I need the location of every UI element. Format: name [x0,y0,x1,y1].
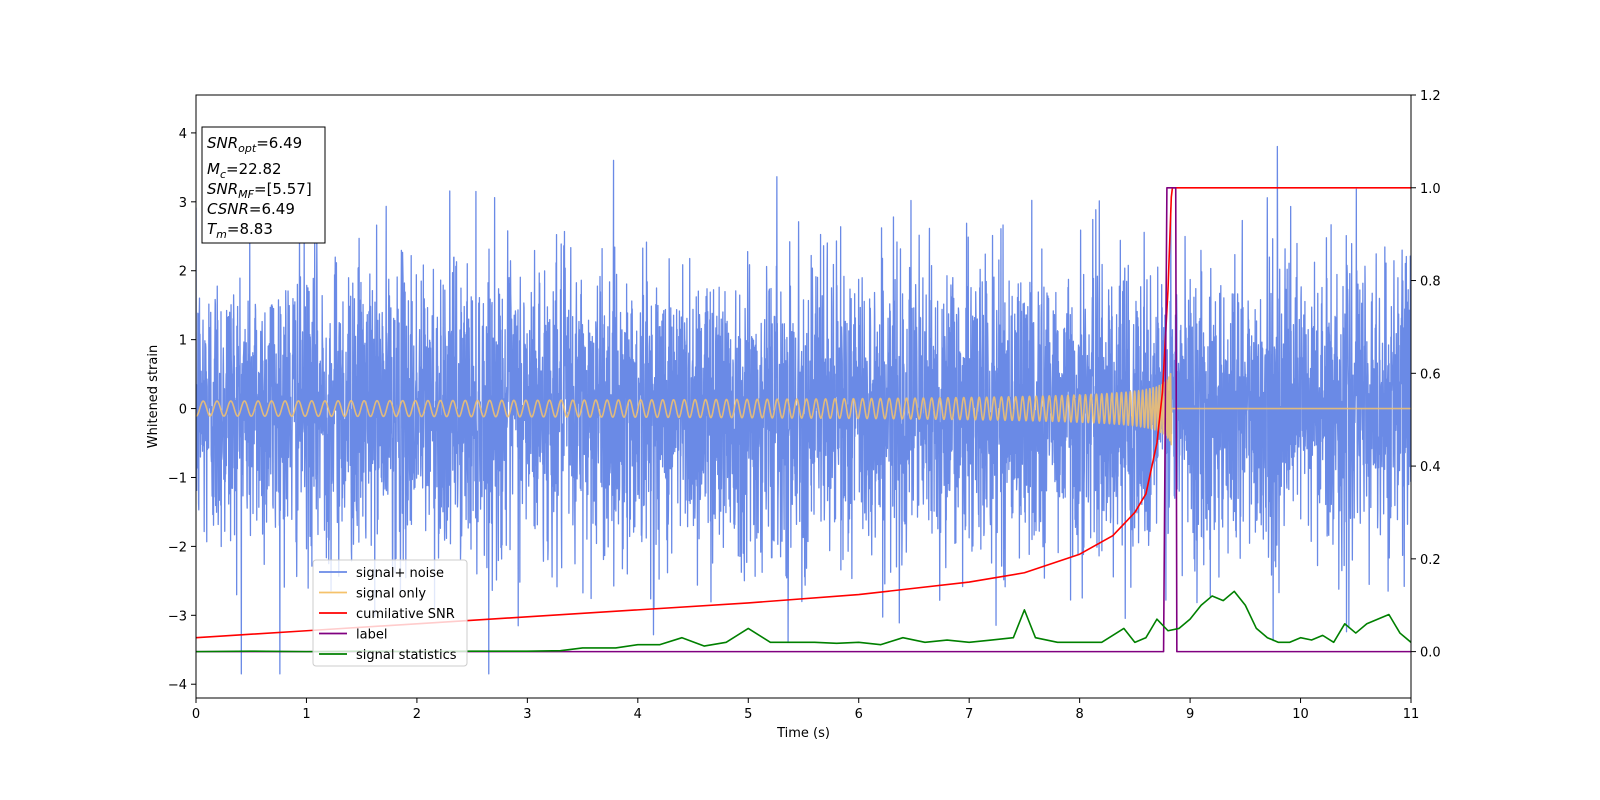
ticks-layer: 0 1 2 3 4 5 6 7 8 9 10 11 −4 −3 −2 −1 0 1 2 3 4 0.0 0.2 0.4 0.6 0… [168,89,1441,722]
x-tick-label: 5 [744,707,752,722]
y-tick-label: −1 [168,471,187,486]
annotation-symbol: SNR [207,134,238,152]
annotation-line: Tm=8.83 [207,220,273,241]
y2-tick-label: 0.4 [1420,460,1441,475]
y-tick-label: 2 [179,265,187,280]
legend-label: signal+ noise [356,566,444,581]
annotation-value: =6.49 [249,200,295,218]
annotation-box: SNRopt=6.49Mc=22.82SNRMF=[5.57]CSNR=6.49… [201,126,326,244]
x-tick-label: 7 [965,707,973,722]
annotation-value: =6.49 [256,134,302,152]
annotation-symbol: M [207,160,220,178]
series-line-3 [196,186,1411,653]
series-line-0 [196,145,1411,675]
annotation-frame [201,126,326,244]
series-line-1 [196,372,1411,446]
y-tick-label: 3 [179,196,187,211]
legend-label: signal statistics [356,648,457,663]
y-tick-label: −3 [168,609,187,624]
x-tick-label: 9 [1186,707,1194,722]
x-axis-label: Time (s) [776,726,830,741]
y2-tick-label: 0.8 [1420,275,1441,290]
legend-label: cumilative SNR [356,607,455,622]
y2-tick-label: 1.2 [1420,89,1441,104]
annotation-symbol: T [207,220,218,238]
annotation-value: =8.83 [227,220,273,238]
annotation-line: SNRMF=[5.57] [207,180,312,201]
y2-tick-label: 0.2 [1420,553,1441,568]
x-tick-label: 3 [523,707,531,722]
annotation-line: Mc=22.82 [207,160,282,181]
annotation-value: =[5.57] [254,180,312,198]
x-tick-label: 10 [1292,707,1309,722]
y-tick-label: 1 [179,334,187,349]
y-tick-label: −4 [168,678,187,693]
x-tick-label: 8 [1075,707,1083,722]
annotation-value: =22.82 [226,160,282,178]
legend-frame [312,559,468,667]
legend-label: signal only [356,587,426,602]
series-line-4 [196,590,1411,653]
annotation-symbol: CSNR [207,200,249,218]
annotation-subscript: m [216,228,227,241]
annotation-subscript: MF [238,188,254,201]
annotation-subscript: c [220,168,226,181]
legend: signal+ noise signal only cumilative SNR la… [312,559,468,667]
y-tick-label: 4 [179,127,187,142]
y-axis-label: Whitened strain [146,345,161,448]
series-line-2 [196,186,1411,639]
x-tick-label: 1 [302,707,310,722]
annotation-symbol: SNR [207,180,238,198]
annotation-line: CSNR=6.49 [207,200,295,218]
y-tick-label: −2 [168,540,187,555]
y2-tick-label: 0.6 [1420,367,1441,382]
y2-tick-label: 0.0 [1420,646,1441,661]
y2-tick-label: 1.0 [1420,182,1441,197]
y-tick-label: 0 [179,403,187,418]
x-tick-label: 0 [192,707,200,722]
x-tick-label: 6 [855,707,863,722]
plot-frame [195,94,1412,699]
annotation-subscript: opt [238,142,257,155]
x-tick-label: 4 [634,707,642,722]
annotation-line: SNRopt=6.49 [207,134,302,155]
series-layer [196,145,1411,675]
x-tick-label: 11 [1403,707,1420,722]
legend-label: label [356,628,387,643]
x-tick-label: 2 [413,707,421,722]
